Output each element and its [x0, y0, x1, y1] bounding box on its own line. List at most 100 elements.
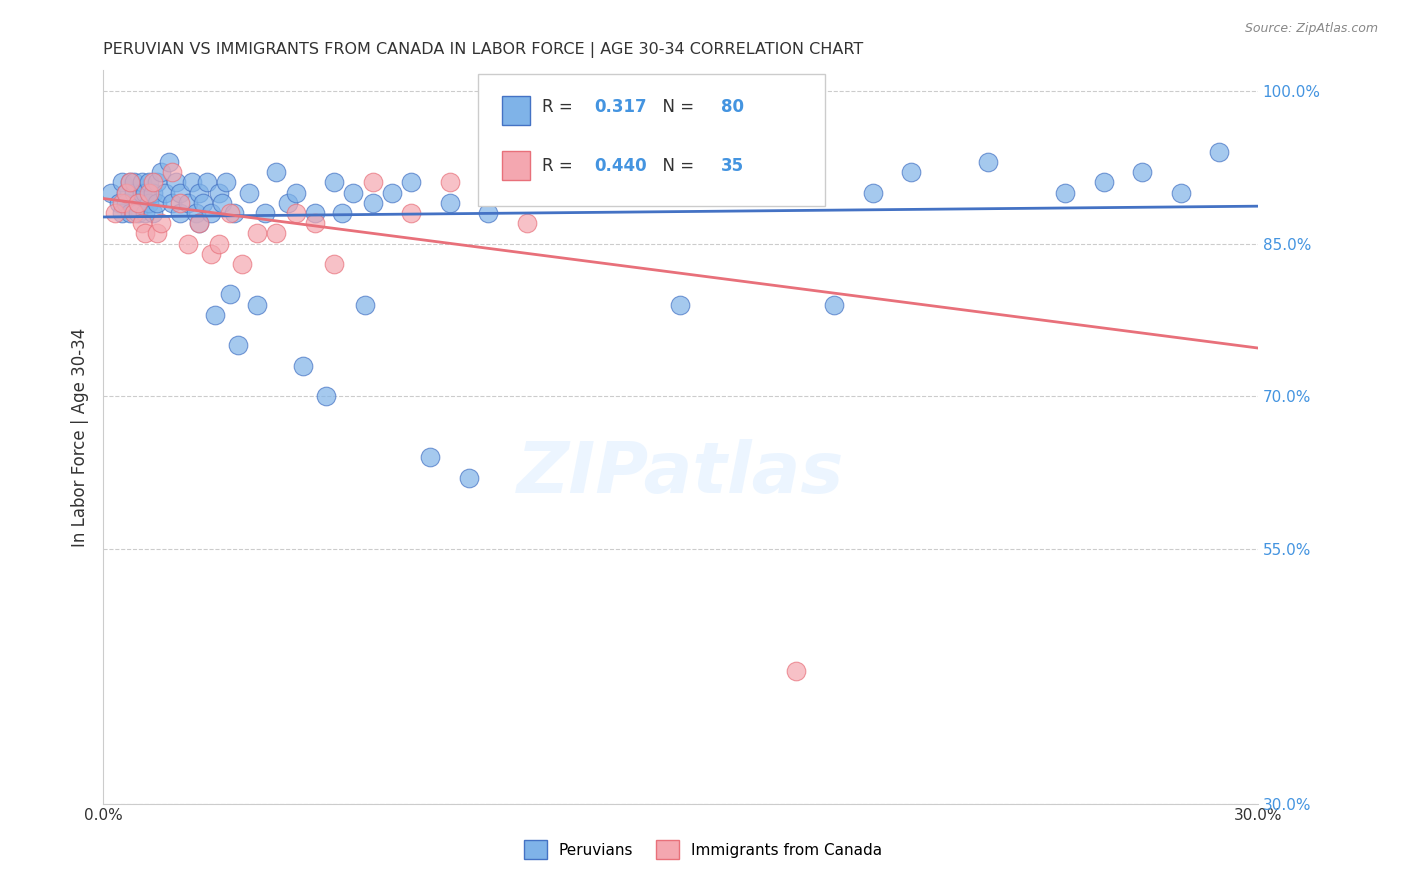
- Point: [304, 206, 326, 220]
- Text: R =: R =: [541, 157, 578, 175]
- Point: [138, 186, 160, 200]
- Point: [631, 186, 654, 200]
- Point: [188, 216, 211, 230]
- Point: [169, 206, 191, 220]
- Text: Source: ZipAtlas.com: Source: ZipAtlas.com: [1244, 22, 1378, 36]
- Point: [266, 165, 288, 179]
- Text: N =: N =: [651, 98, 699, 116]
- Point: [204, 308, 226, 322]
- Point: [142, 176, 165, 190]
- Point: [127, 206, 149, 220]
- Point: [515, 155, 537, 169]
- Point: [122, 186, 145, 200]
- Point: [131, 216, 153, 230]
- Point: [207, 186, 229, 200]
- Point: [153, 186, 176, 200]
- Point: [134, 206, 156, 220]
- FancyBboxPatch shape: [478, 74, 825, 206]
- Point: [142, 186, 165, 200]
- FancyBboxPatch shape: [502, 151, 530, 180]
- Point: [162, 195, 184, 210]
- Point: [188, 186, 211, 200]
- Point: [200, 246, 222, 260]
- Point: [200, 206, 222, 220]
- Point: [165, 176, 187, 190]
- Point: [231, 257, 253, 271]
- Point: [142, 206, 165, 220]
- Point: [457, 471, 479, 485]
- Point: [104, 206, 127, 220]
- Point: [146, 195, 169, 210]
- Point: [188, 216, 211, 230]
- Point: [127, 195, 149, 210]
- Point: [122, 176, 145, 190]
- Text: PERUVIAN VS IMMIGRANTS FROM CANADA IN LABOR FORCE | AGE 30-34 CORRELATION CHART: PERUVIAN VS IMMIGRANTS FROM CANADA IN LA…: [103, 42, 863, 58]
- Point: [131, 186, 153, 200]
- Point: [115, 186, 138, 200]
- Point: [146, 227, 169, 241]
- Point: [515, 216, 537, 230]
- Point: [111, 176, 134, 190]
- Point: [554, 165, 576, 179]
- Point: [381, 186, 404, 200]
- Point: [354, 298, 377, 312]
- Point: [1208, 145, 1230, 159]
- Point: [361, 195, 384, 210]
- Point: [323, 257, 346, 271]
- Point: [342, 186, 364, 200]
- Point: [669, 165, 692, 179]
- Text: ZIPatlas: ZIPatlas: [517, 439, 844, 508]
- Point: [157, 155, 180, 169]
- Point: [727, 155, 749, 169]
- Text: 0.317: 0.317: [593, 98, 647, 116]
- Point: [315, 389, 337, 403]
- Point: [284, 186, 307, 200]
- Point: [219, 206, 242, 220]
- Point: [111, 195, 134, 210]
- Point: [226, 338, 249, 352]
- Point: [900, 165, 922, 179]
- Point: [1130, 165, 1153, 179]
- Point: [193, 195, 215, 210]
- Point: [107, 195, 129, 210]
- Point: [177, 195, 200, 210]
- Point: [439, 195, 461, 210]
- Point: [1170, 186, 1192, 200]
- Point: [195, 176, 218, 190]
- Point: [323, 176, 346, 190]
- Text: 80: 80: [721, 98, 744, 116]
- Point: [592, 155, 614, 169]
- Point: [169, 195, 191, 210]
- Point: [184, 206, 207, 220]
- Point: [292, 359, 315, 373]
- Point: [246, 227, 269, 241]
- Point: [138, 176, 160, 190]
- Point: [146, 176, 169, 190]
- Point: [330, 206, 353, 220]
- Point: [785, 665, 807, 679]
- Point: [266, 227, 288, 241]
- Text: 35: 35: [721, 157, 744, 175]
- Point: [554, 165, 576, 179]
- Point: [707, 176, 730, 190]
- Point: [277, 195, 299, 210]
- Point: [253, 206, 276, 220]
- Legend: Peruvians, Immigrants from Canada: Peruvians, Immigrants from Canada: [516, 832, 890, 866]
- Point: [361, 176, 384, 190]
- Point: [977, 155, 1000, 169]
- Point: [100, 186, 122, 200]
- Point: [1054, 186, 1077, 200]
- Point: [1092, 176, 1115, 190]
- Point: [127, 195, 149, 210]
- Text: N =: N =: [651, 157, 699, 175]
- Point: [399, 176, 422, 190]
- Point: [238, 186, 260, 200]
- Point: [120, 206, 142, 220]
- Y-axis label: In Labor Force | Age 30-34: In Labor Force | Age 30-34: [72, 327, 89, 547]
- Point: [120, 176, 142, 190]
- Point: [138, 195, 160, 210]
- Point: [419, 450, 441, 465]
- Point: [111, 206, 134, 220]
- Point: [134, 227, 156, 241]
- Point: [134, 186, 156, 200]
